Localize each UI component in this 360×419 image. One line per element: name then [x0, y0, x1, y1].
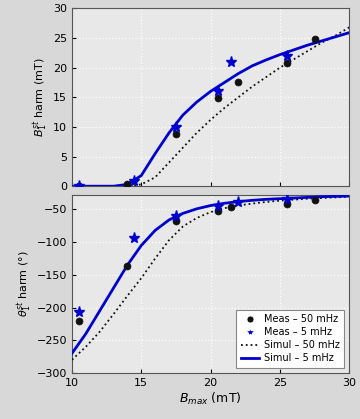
X-axis label: $B_{max}$ (mT): $B_{max}$ (mT)	[179, 391, 242, 407]
Legend: Meas – 50 mHz, Meas – 5 mHz, Simul – 50 mHz, Simul – 5 mHz: Meas – 50 mHz, Meas – 5 mHz, Simul – 50 …	[237, 310, 344, 368]
Y-axis label: $\theta_1^{st}$ harm (°): $\theta_1^{st}$ harm (°)	[15, 251, 34, 317]
Y-axis label: $B_1^{st}$ harm (mT): $B_1^{st}$ harm (mT)	[32, 57, 50, 137]
